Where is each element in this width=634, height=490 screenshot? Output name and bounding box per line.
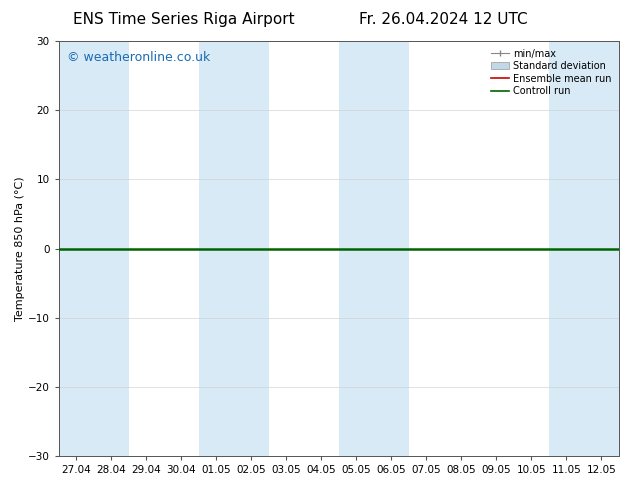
Bar <box>199 41 269 456</box>
Bar <box>549 41 619 456</box>
Y-axis label: Temperature 850 hPa (°C): Temperature 850 hPa (°C) <box>15 176 25 321</box>
Text: © weatheronline.co.uk: © weatheronline.co.uk <box>67 51 210 64</box>
Bar <box>339 41 409 456</box>
Text: Fr. 26.04.2024 12 UTC: Fr. 26.04.2024 12 UTC <box>359 12 528 27</box>
Bar <box>59 41 129 456</box>
Text: ENS Time Series Riga Airport: ENS Time Series Riga Airport <box>73 12 295 27</box>
Legend: min/max, Standard deviation, Ensemble mean run, Controll run: min/max, Standard deviation, Ensemble me… <box>488 46 614 99</box>
